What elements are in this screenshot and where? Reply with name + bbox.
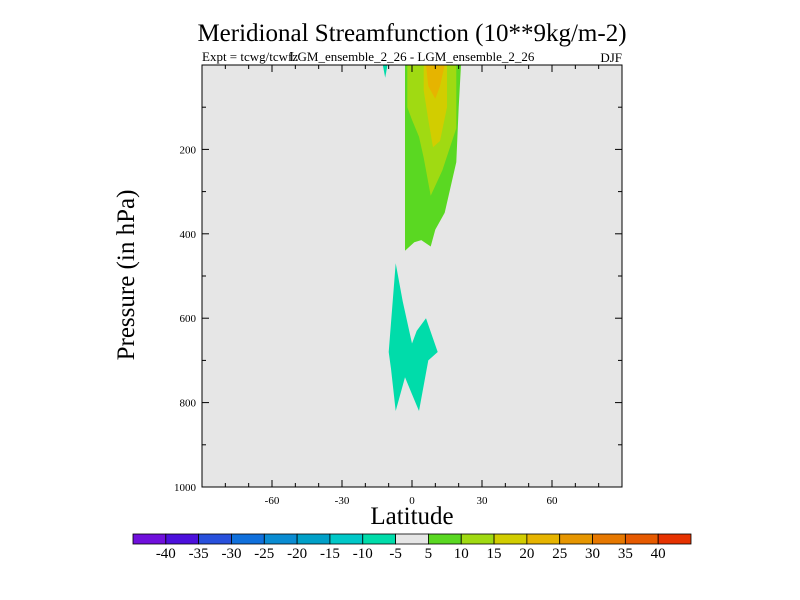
colorbar-label: -15	[320, 546, 340, 562]
contour-region-5	[388, 263, 438, 411]
colorbar-swatch	[460, 533, 495, 545]
colorbar-swatch	[329, 533, 364, 545]
colorbar-swatch	[493, 533, 528, 545]
y-tick-label: 200	[180, 144, 197, 156]
ensemble-label: LGM_ensemble_2_26 - LGM_ensemble_2_26	[290, 49, 535, 64]
colorbar-swatch	[296, 533, 331, 545]
y-tick-label: 800	[180, 398, 197, 410]
x-tick-label: 30	[477, 495, 489, 507]
colorbar-label: 5	[425, 546, 433, 562]
contour-region-4	[426, 65, 445, 99]
colorbar-label: -10	[353, 546, 373, 562]
colorbar-label: 15	[487, 546, 502, 562]
x-tick-label: -30	[335, 495, 350, 507]
colorbar-swatch	[198, 533, 232, 545]
chart-title: Meridional Streamfunction (10**9kg/m-2)	[197, 20, 626, 47]
colorbar-swatch	[526, 533, 561, 545]
colorbar-label: -30	[221, 546, 241, 562]
season-label: DJF	[600, 50, 622, 65]
colorbar-swatch	[362, 533, 396, 545]
colorbar-swatch	[624, 533, 659, 545]
colorbar-label: 35	[618, 546, 633, 562]
contour-region-0	[382, 65, 388, 78]
experiment-label: Expt = tcwg/tcwfz	[202, 49, 298, 64]
colorbar-swatch	[165, 533, 200, 545]
colorbar-label: 10	[454, 546, 469, 562]
colorbar-label: -40	[156, 546, 176, 562]
x-tick-label: 60	[547, 495, 559, 507]
colorbar-label: -20	[287, 546, 307, 562]
colorbar-swatch	[592, 533, 626, 545]
colorbar-swatch	[428, 533, 462, 545]
y-axis-label: Pressure (in hPa)	[113, 190, 140, 361]
colorbar-label: 30	[585, 546, 600, 562]
colorbar-label: -25	[254, 546, 274, 562]
y-tick-label: 600	[180, 313, 197, 325]
colorbar-swatch	[395, 533, 429, 545]
colorbar-swatch	[132, 533, 167, 545]
y-tick-label: 1000	[174, 482, 197, 494]
x-tick-label: -60	[265, 495, 280, 507]
x-axis-label: Latitude	[370, 503, 453, 530]
colorbar-label: 40	[651, 546, 666, 562]
colorbar-label: 20	[519, 546, 534, 562]
y-tick-label: 400	[180, 229, 197, 241]
colorbar-label: 25	[552, 546, 567, 562]
colorbar-swatch	[231, 533, 265, 545]
colorbar-swatch	[263, 533, 298, 545]
colorbar-swatch	[657, 533, 692, 545]
colorbar-label: -5	[389, 546, 402, 562]
colorbar-swatch	[559, 533, 593, 545]
colorbar-label: -35	[189, 546, 209, 562]
x-tick-label: 0	[409, 495, 415, 507]
